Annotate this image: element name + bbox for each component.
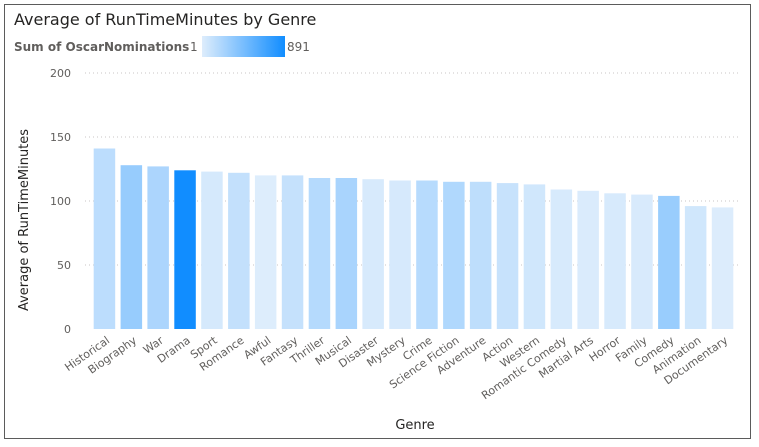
bar-historical[interactable] [93, 148, 116, 330]
y-tick-label: 0 [64, 323, 71, 336]
bar-horror[interactable] [604, 193, 626, 329]
bar-romance[interactable] [228, 172, 250, 329]
bar-biography[interactable] [120, 165, 143, 329]
chart-frame: Average of RunTimeMinutes by Genre Sum o… [4, 4, 751, 439]
color-legend: Sum of OscarNominations 1 891 [14, 36, 310, 57]
y-axis-ticks: 0 50 100 150 200 [50, 67, 71, 336]
x-axis-title: Genre [395, 418, 434, 433]
y-tick-label: 150 [50, 131, 71, 144]
bar-family[interactable] [631, 194, 653, 329]
bar-crime[interactable] [416, 180, 438, 330]
bar-thriller[interactable] [308, 178, 331, 329]
bar-sport[interactable] [201, 171, 223, 329]
bar-war[interactable] [147, 166, 169, 329]
bar-martial-arts[interactable] [577, 190, 599, 329]
bar-documentary[interactable] [711, 207, 734, 329]
color-legend-max-label: 891 [287, 40, 310, 54]
bar-western[interactable] [523, 184, 546, 329]
y-tick-label: 50 [57, 259, 71, 272]
bar-drama[interactable] [174, 170, 196, 329]
bar-comedy[interactable] [658, 195, 680, 329]
y-tick-label: 100 [50, 195, 71, 208]
bar-musical[interactable] [335, 178, 358, 329]
bar-romantic-comedy[interactable] [550, 189, 573, 330]
bar-disaster[interactable] [362, 179, 384, 329]
bar-mystery[interactable] [389, 180, 411, 330]
bar-action[interactable] [496, 183, 519, 329]
chart-title: Average of RunTimeMinutes by Genre [14, 10, 316, 29]
bar-animation[interactable] [684, 206, 707, 329]
bar-fantasy[interactable] [281, 175, 304, 329]
bars [93, 148, 734, 330]
bar-awful[interactable] [254, 175, 277, 329]
bar-adventure[interactable] [469, 181, 492, 329]
bar-science-fiction[interactable] [443, 181, 465, 329]
color-legend-gradient [202, 36, 285, 57]
y-tick-label: 200 [50, 67, 71, 80]
color-legend-min-label: 1 [190, 40, 198, 54]
y-axis-title: Average of RunTimeMinutes [17, 129, 32, 311]
bar-chart: Average of RunTimeMinutes by Genre Sum o… [14, 10, 740, 433]
color-legend-label: Sum of OscarNominations [14, 40, 189, 54]
